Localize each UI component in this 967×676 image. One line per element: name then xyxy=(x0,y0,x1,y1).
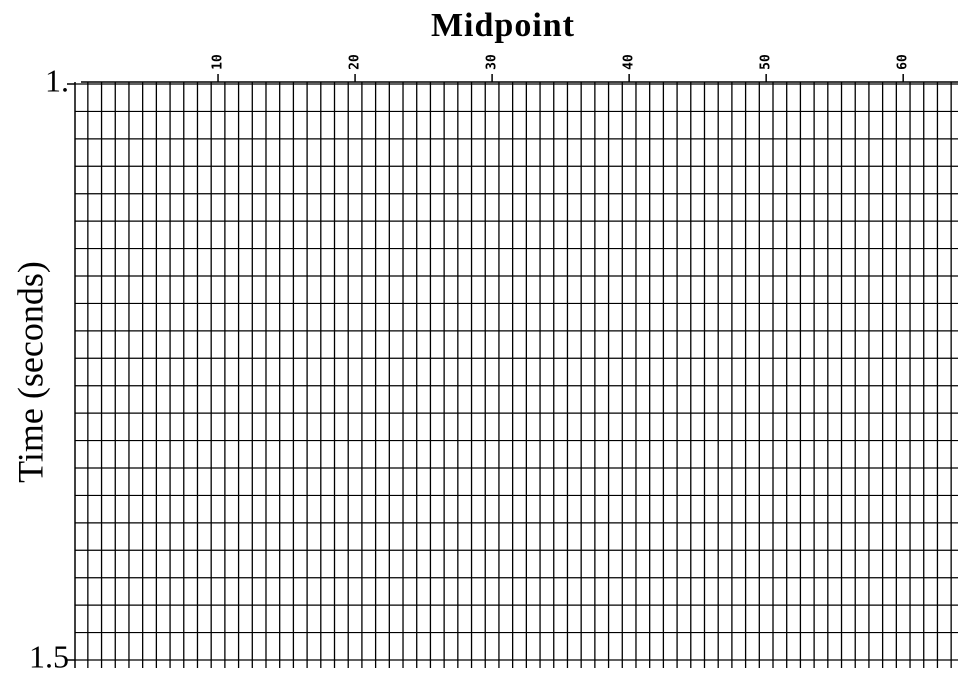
x-tick-label: 60 xyxy=(896,54,911,70)
x-tick-label: 40 xyxy=(622,54,637,70)
x-tick-label: 30 xyxy=(485,54,500,70)
chart-title: Midpoint xyxy=(431,7,575,44)
y-axis-label: Time (seconds) xyxy=(10,261,50,483)
y-tick-label: 1.5 xyxy=(29,638,69,674)
y-tick-label: 1. xyxy=(45,62,69,98)
x-tick-label: 20 xyxy=(348,54,363,70)
x-tick-label: 10 xyxy=(211,54,226,70)
x-tick-label: 50 xyxy=(759,54,774,70)
